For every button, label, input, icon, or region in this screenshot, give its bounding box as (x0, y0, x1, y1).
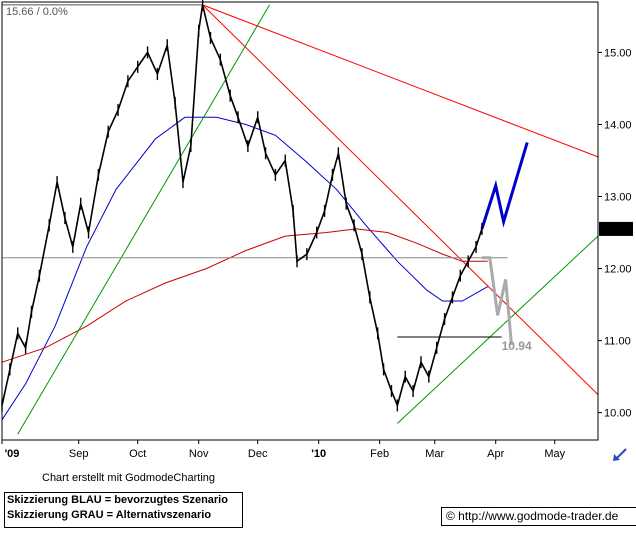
chart-credit: Chart erstellt mit GodmodeCharting (42, 472, 216, 484)
scenario-legend: Skizzierung BLAU = bevorzugtes Szenario … (4, 492, 243, 528)
x-tick-label-2: Oct (129, 448, 146, 460)
source-url[interactable]: © http://www.godmode-trader.de (441, 507, 636, 526)
price-line (1, 4, 483, 408)
last-price-label: 12.55 (602, 224, 630, 236)
quote-header: 15.66 / 0.0% (6, 6, 68, 18)
series-scenario-alternative-10 (481, 256, 513, 346)
x-tick-label-6: Feb (370, 448, 389, 460)
series-scenario-preferred-9 (480, 142, 529, 230)
series-trendline-4 (17, 4, 270, 435)
price-chart: 15.66 / 0.0% '09 Sep Oct Nov Dec '10 Feb Mar Apr… (1, 0, 633, 460)
y-tick-label-2: 12.00 (604, 264, 632, 276)
x-tick-label-3: Nov (189, 448, 209, 460)
plot-area: 15.66 / 0.0% (1, 0, 599, 441)
plot-background (2, 2, 598, 440)
x-tick-label-8: Apr (487, 448, 504, 460)
legend-gray-scenario: Skizzierung GRAU = Alternativszenario (7, 509, 212, 521)
series-trendline-3 (202, 4, 599, 395)
y-tick-label-0: 10.00 (604, 408, 632, 420)
y-axis: 10.00 11.00 12.00 13.00 14.00 15.00 12.55 (598, 47, 633, 420)
y-tick-label-3: 13.00 (604, 192, 632, 204)
series-trendline-2 (202, 4, 599, 158)
y-tick-label-5: 15.00 (604, 47, 632, 59)
x-tick-label-5: '10 (311, 448, 326, 460)
x-tick-label-0: '09 (5, 448, 20, 460)
series-trendline-5 (397, 235, 599, 424)
legend-blue-scenario: Skizzierung BLAU = bevorzugtes Szenario (7, 494, 228, 506)
x-tick-label-1: Sep (69, 448, 89, 460)
x-tick-label-4: Dec (248, 448, 268, 460)
arrow-down-left-icon (613, 448, 627, 461)
annotation-label-0: 10.94 (502, 339, 532, 353)
series-moving-average-long-1 (1, 228, 488, 363)
y-tick-label-1: 11.00 (604, 336, 631, 348)
x-axis: '09 Sep Oct Nov Dec '10 Feb Mar Apr May (1, 439, 598, 460)
x-tick-label-7: Mar (425, 448, 444, 460)
chart-nav-button[interactable] (607, 446, 634, 463)
x-tick-label-9: May (544, 448, 565, 460)
y-tick-label-4: 14.00 (604, 119, 632, 131)
last-price-box (599, 221, 633, 236)
